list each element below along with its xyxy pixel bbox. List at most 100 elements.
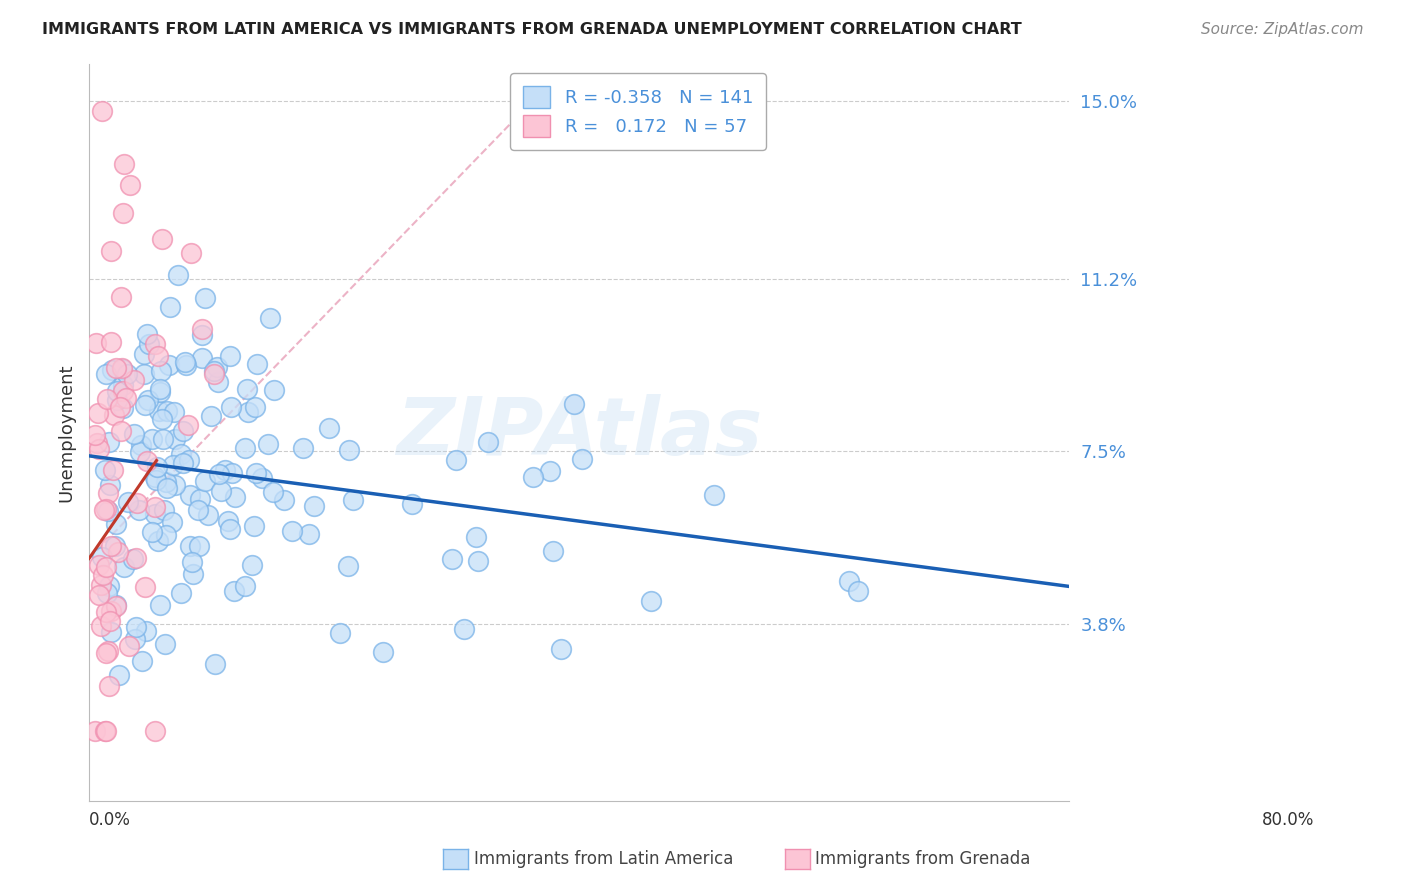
Point <box>204 657 226 672</box>
Point <box>138 336 160 351</box>
Point <box>122 426 145 441</box>
Point <box>110 424 132 438</box>
Point <box>838 574 860 589</box>
Point <box>263 383 285 397</box>
Point <box>96 367 118 381</box>
Point <box>96 605 118 619</box>
Point <box>97 486 120 500</box>
Point <box>571 452 593 467</box>
Point <box>236 382 259 396</box>
Point <box>112 384 135 398</box>
Point <box>136 453 159 467</box>
Point <box>174 358 197 372</box>
Point <box>467 554 489 568</box>
Point <box>129 438 152 452</box>
Point <box>112 157 135 171</box>
Point <box>94 646 117 660</box>
Point <box>96 644 118 658</box>
Point <box>135 624 157 638</box>
Text: 0.0%: 0.0% <box>89 811 131 829</box>
Point <box>401 497 423 511</box>
Point <box>84 724 107 739</box>
Point <box>105 393 128 408</box>
Point <box>550 642 572 657</box>
Point <box>180 556 202 570</box>
Point <box>152 432 174 446</box>
Point <box>117 495 139 509</box>
Point <box>156 404 179 418</box>
Point <box>108 668 131 682</box>
Point <box>90 578 112 592</box>
Point <box>146 350 169 364</box>
Point <box>292 442 315 456</box>
Point <box>100 335 122 350</box>
Point <box>94 463 117 477</box>
Point <box>562 397 585 411</box>
Point <box>465 530 488 544</box>
Point <box>240 558 263 573</box>
Point <box>96 586 118 600</box>
Point <box>115 367 138 381</box>
Point <box>149 384 172 399</box>
Point <box>180 245 202 260</box>
Point <box>87 406 110 420</box>
Point <box>640 593 662 607</box>
Point <box>262 485 284 500</box>
Point <box>329 625 352 640</box>
Point <box>218 523 240 537</box>
Point <box>444 453 467 467</box>
Point <box>107 545 129 559</box>
Y-axis label: Unemployment: Unemployment <box>58 363 75 502</box>
Point <box>190 351 212 366</box>
Point <box>155 475 177 490</box>
Point <box>336 559 359 574</box>
Point <box>273 493 295 508</box>
Text: Immigrants from Latin America: Immigrants from Latin America <box>474 850 733 868</box>
Point <box>103 408 125 422</box>
Point <box>110 290 132 304</box>
Point <box>111 206 134 220</box>
Point <box>101 363 124 377</box>
Point <box>543 544 565 558</box>
Point <box>224 584 246 599</box>
Point <box>141 524 163 539</box>
Point <box>129 444 152 458</box>
Point <box>181 567 204 582</box>
Point <box>441 552 464 566</box>
Point <box>91 568 114 582</box>
Point <box>150 231 173 245</box>
Point <box>141 432 163 446</box>
Point <box>136 392 159 407</box>
Point <box>149 598 172 612</box>
Text: ZIPAtlas: ZIPAtlas <box>396 393 762 472</box>
Point <box>243 400 266 414</box>
Point <box>259 310 281 325</box>
Point <box>135 326 157 341</box>
Point <box>87 558 110 573</box>
Point <box>89 442 111 457</box>
Point <box>846 583 869 598</box>
Point <box>93 503 115 517</box>
Point <box>224 490 246 504</box>
Point <box>93 724 115 739</box>
Point <box>207 375 229 389</box>
Point <box>219 349 242 363</box>
Point <box>103 463 125 477</box>
Point <box>94 502 117 516</box>
Point <box>188 539 211 553</box>
Point <box>103 539 125 553</box>
Point <box>150 412 173 426</box>
Point <box>188 491 211 506</box>
Point <box>219 400 242 414</box>
Point <box>143 470 166 484</box>
Point <box>172 425 194 439</box>
Point <box>127 496 149 510</box>
Point <box>122 373 145 387</box>
Point <box>453 623 475 637</box>
Point <box>233 579 256 593</box>
Point <box>256 437 278 451</box>
Point <box>97 504 120 518</box>
Point <box>143 500 166 514</box>
Point <box>98 679 121 693</box>
Point <box>162 405 184 419</box>
